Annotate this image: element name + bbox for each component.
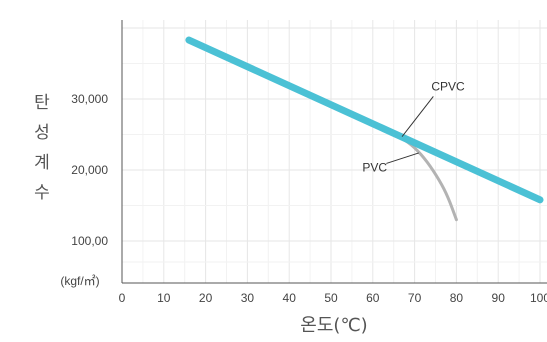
y-axis-title-char-1: 탄 — [34, 93, 50, 113]
annotation-pointer-cpvc — [401, 96, 434, 137]
x-tick-labels: 0 10 20 30 40 50 60 70 80 90 100 — [119, 291, 547, 305]
y-axis-title-char-4: 수 — [34, 183, 50, 203]
x-tick-label-10: 10 — [157, 291, 171, 305]
x-tick-label-40: 40 — [283, 291, 297, 305]
y-tick-label-20000: 20,000 — [71, 163, 108, 177]
y-axis-title: 탄 성 계 수 — [34, 93, 50, 203]
y-tick-labels: 100,00 20,000 30,000 — [71, 92, 108, 248]
axes — [121, 20, 547, 284]
x-tick-label-20: 20 — [199, 291, 213, 305]
y-axis-unit: (kgf/㎡) — [60, 274, 99, 288]
y-axis-title-char-3: 계 — [34, 153, 50, 173]
annotations: CPVC PVC — [362, 79, 465, 174]
grid — [122, 20, 547, 283]
x-tick-label-50: 50 — [324, 291, 338, 305]
y-tick-label-30000: 30,000 — [71, 92, 108, 106]
x-tick-label-100: 100 — [530, 291, 547, 305]
x-axis-title: 온도(℃) — [300, 315, 367, 336]
y-tick-label-10000: 100,00 — [71, 234, 108, 248]
x-tick-label-60: 60 — [366, 291, 380, 305]
series-line-cpvc — [185, 36, 544, 204]
y-axis-title-char-2: 성 — [34, 123, 50, 143]
series-line-pvc — [187, 38, 458, 222]
x-tick-label-0: 0 — [119, 291, 126, 305]
series-label-pvc: PVC — [362, 160, 387, 174]
x-tick-label-70: 70 — [408, 291, 422, 305]
x-tick-label-80: 80 — [450, 291, 464, 305]
series-label-cpvc: CPVC — [431, 79, 465, 93]
series — [185, 36, 544, 222]
annotation-pointer-pvc — [386, 152, 419, 164]
x-tick-label-90: 90 — [492, 291, 506, 305]
x-tick-label-30: 30 — [241, 291, 255, 305]
